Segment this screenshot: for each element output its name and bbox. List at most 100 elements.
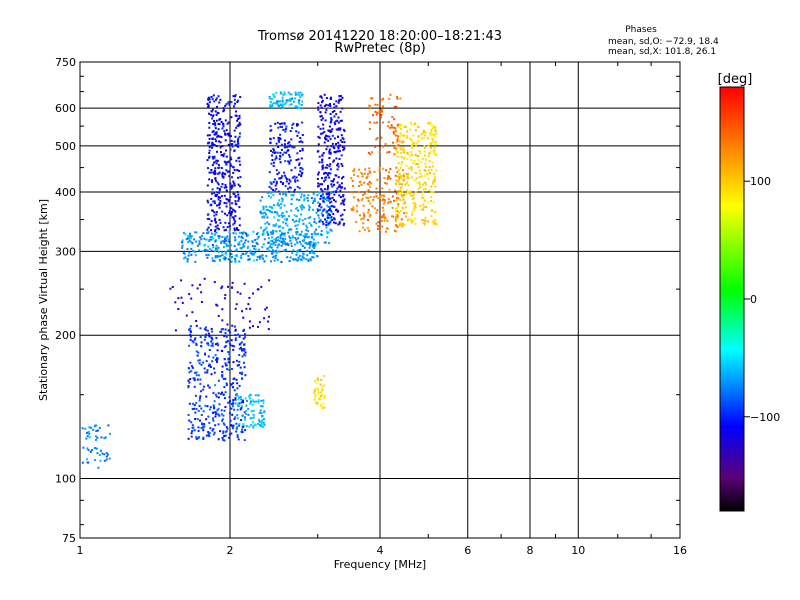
echo-point [189, 236, 192, 239]
echo-point [316, 403, 319, 406]
echo-point [313, 247, 316, 249]
echo-point [260, 399, 263, 402]
echo-point [333, 106, 336, 109]
echo-point [280, 203, 283, 206]
echo-point [257, 325, 259, 328]
echo-point [272, 189, 275, 191]
echo-point [400, 186, 403, 189]
echo-point [214, 225, 217, 228]
echo-point [288, 178, 291, 181]
echo-point [195, 240, 197, 243]
echo-point [321, 165, 324, 168]
echo-point [411, 213, 413, 216]
echo-point [101, 452, 104, 455]
echo-point [328, 216, 331, 219]
echo-point [231, 368, 233, 370]
echo-point [392, 215, 395, 218]
echo-point [229, 163, 232, 165]
echo-point [309, 259, 312, 262]
echo-point [205, 254, 208, 257]
echo-point [280, 176, 283, 179]
echo-point [277, 126, 280, 129]
echo-point [415, 144, 417, 147]
echo-point [313, 218, 316, 221]
echo-point [209, 113, 212, 116]
echo-point [411, 154, 413, 156]
echo-point [292, 249, 295, 252]
echo-point [100, 436, 103, 439]
echo-point [269, 106, 272, 108]
echo-point [390, 124, 393, 127]
echo-point [215, 162, 218, 165]
echo-point [241, 371, 244, 374]
echo-point [370, 182, 373, 185]
echo-point [311, 245, 314, 248]
echo-point [339, 144, 342, 147]
echo-point [319, 383, 322, 386]
echo-point [295, 107, 298, 109]
echo-point [266, 216, 269, 219]
echo-point [190, 241, 193, 243]
echo-point [422, 188, 425, 191]
echo-point [243, 439, 246, 442]
echo-point [225, 202, 228, 205]
echo-point [325, 103, 328, 106]
echo-point [215, 211, 218, 213]
echo-point [340, 202, 343, 205]
echo-point [396, 175, 399, 178]
echo-point [282, 237, 284, 240]
echo-point [237, 235, 240, 238]
echo-point [208, 156, 210, 159]
echo-point [231, 413, 234, 416]
echo-point [333, 110, 336, 112]
echo-point [231, 324, 234, 327]
echo-point [195, 437, 198, 440]
echo-point [397, 190, 400, 193]
echo-point [232, 382, 235, 385]
echo-point [207, 226, 210, 229]
echo-point [243, 361, 245, 364]
echo-point [238, 232, 241, 234]
echo-point [312, 241, 315, 244]
echo-point [242, 401, 244, 404]
echo-point [294, 237, 297, 239]
echo-point [315, 222, 318, 225]
echo-point [222, 422, 225, 425]
echo-point [269, 210, 272, 213]
echo-point [272, 181, 275, 184]
echo-point [237, 183, 240, 186]
echo-point [299, 248, 302, 251]
echo-point [343, 147, 346, 150]
echo-point [228, 329, 231, 332]
echo-point [422, 130, 425, 132]
echo-point [309, 216, 312, 219]
echo-point [315, 233, 318, 236]
echo-point [236, 191, 239, 193]
echo-point [275, 91, 278, 94]
echo-point [226, 132, 229, 135]
echo-point [323, 208, 326, 211]
echo-point [216, 360, 218, 363]
echo-point [270, 162, 273, 165]
echo-point [293, 188, 296, 191]
echo-point [281, 212, 284, 214]
echo-point [279, 125, 282, 128]
echo-point [294, 178, 296, 181]
echo-point [88, 432, 91, 435]
echo-point [317, 184, 320, 187]
echo-point [326, 188, 329, 191]
echo-point [188, 419, 191, 422]
echo-point [333, 137, 336, 140]
echo-point [266, 221, 269, 224]
echo-point [223, 439, 226, 442]
echo-point [333, 159, 335, 162]
echo-point [285, 151, 288, 154]
echo-point [399, 222, 402, 225]
echo-point [209, 427, 212, 430]
echo-point [190, 435, 193, 438]
echo-point [271, 102, 274, 105]
echo-point [236, 169, 239, 172]
echo-point [334, 209, 337, 212]
echo-point [272, 224, 275, 227]
echo-point [327, 104, 330, 107]
